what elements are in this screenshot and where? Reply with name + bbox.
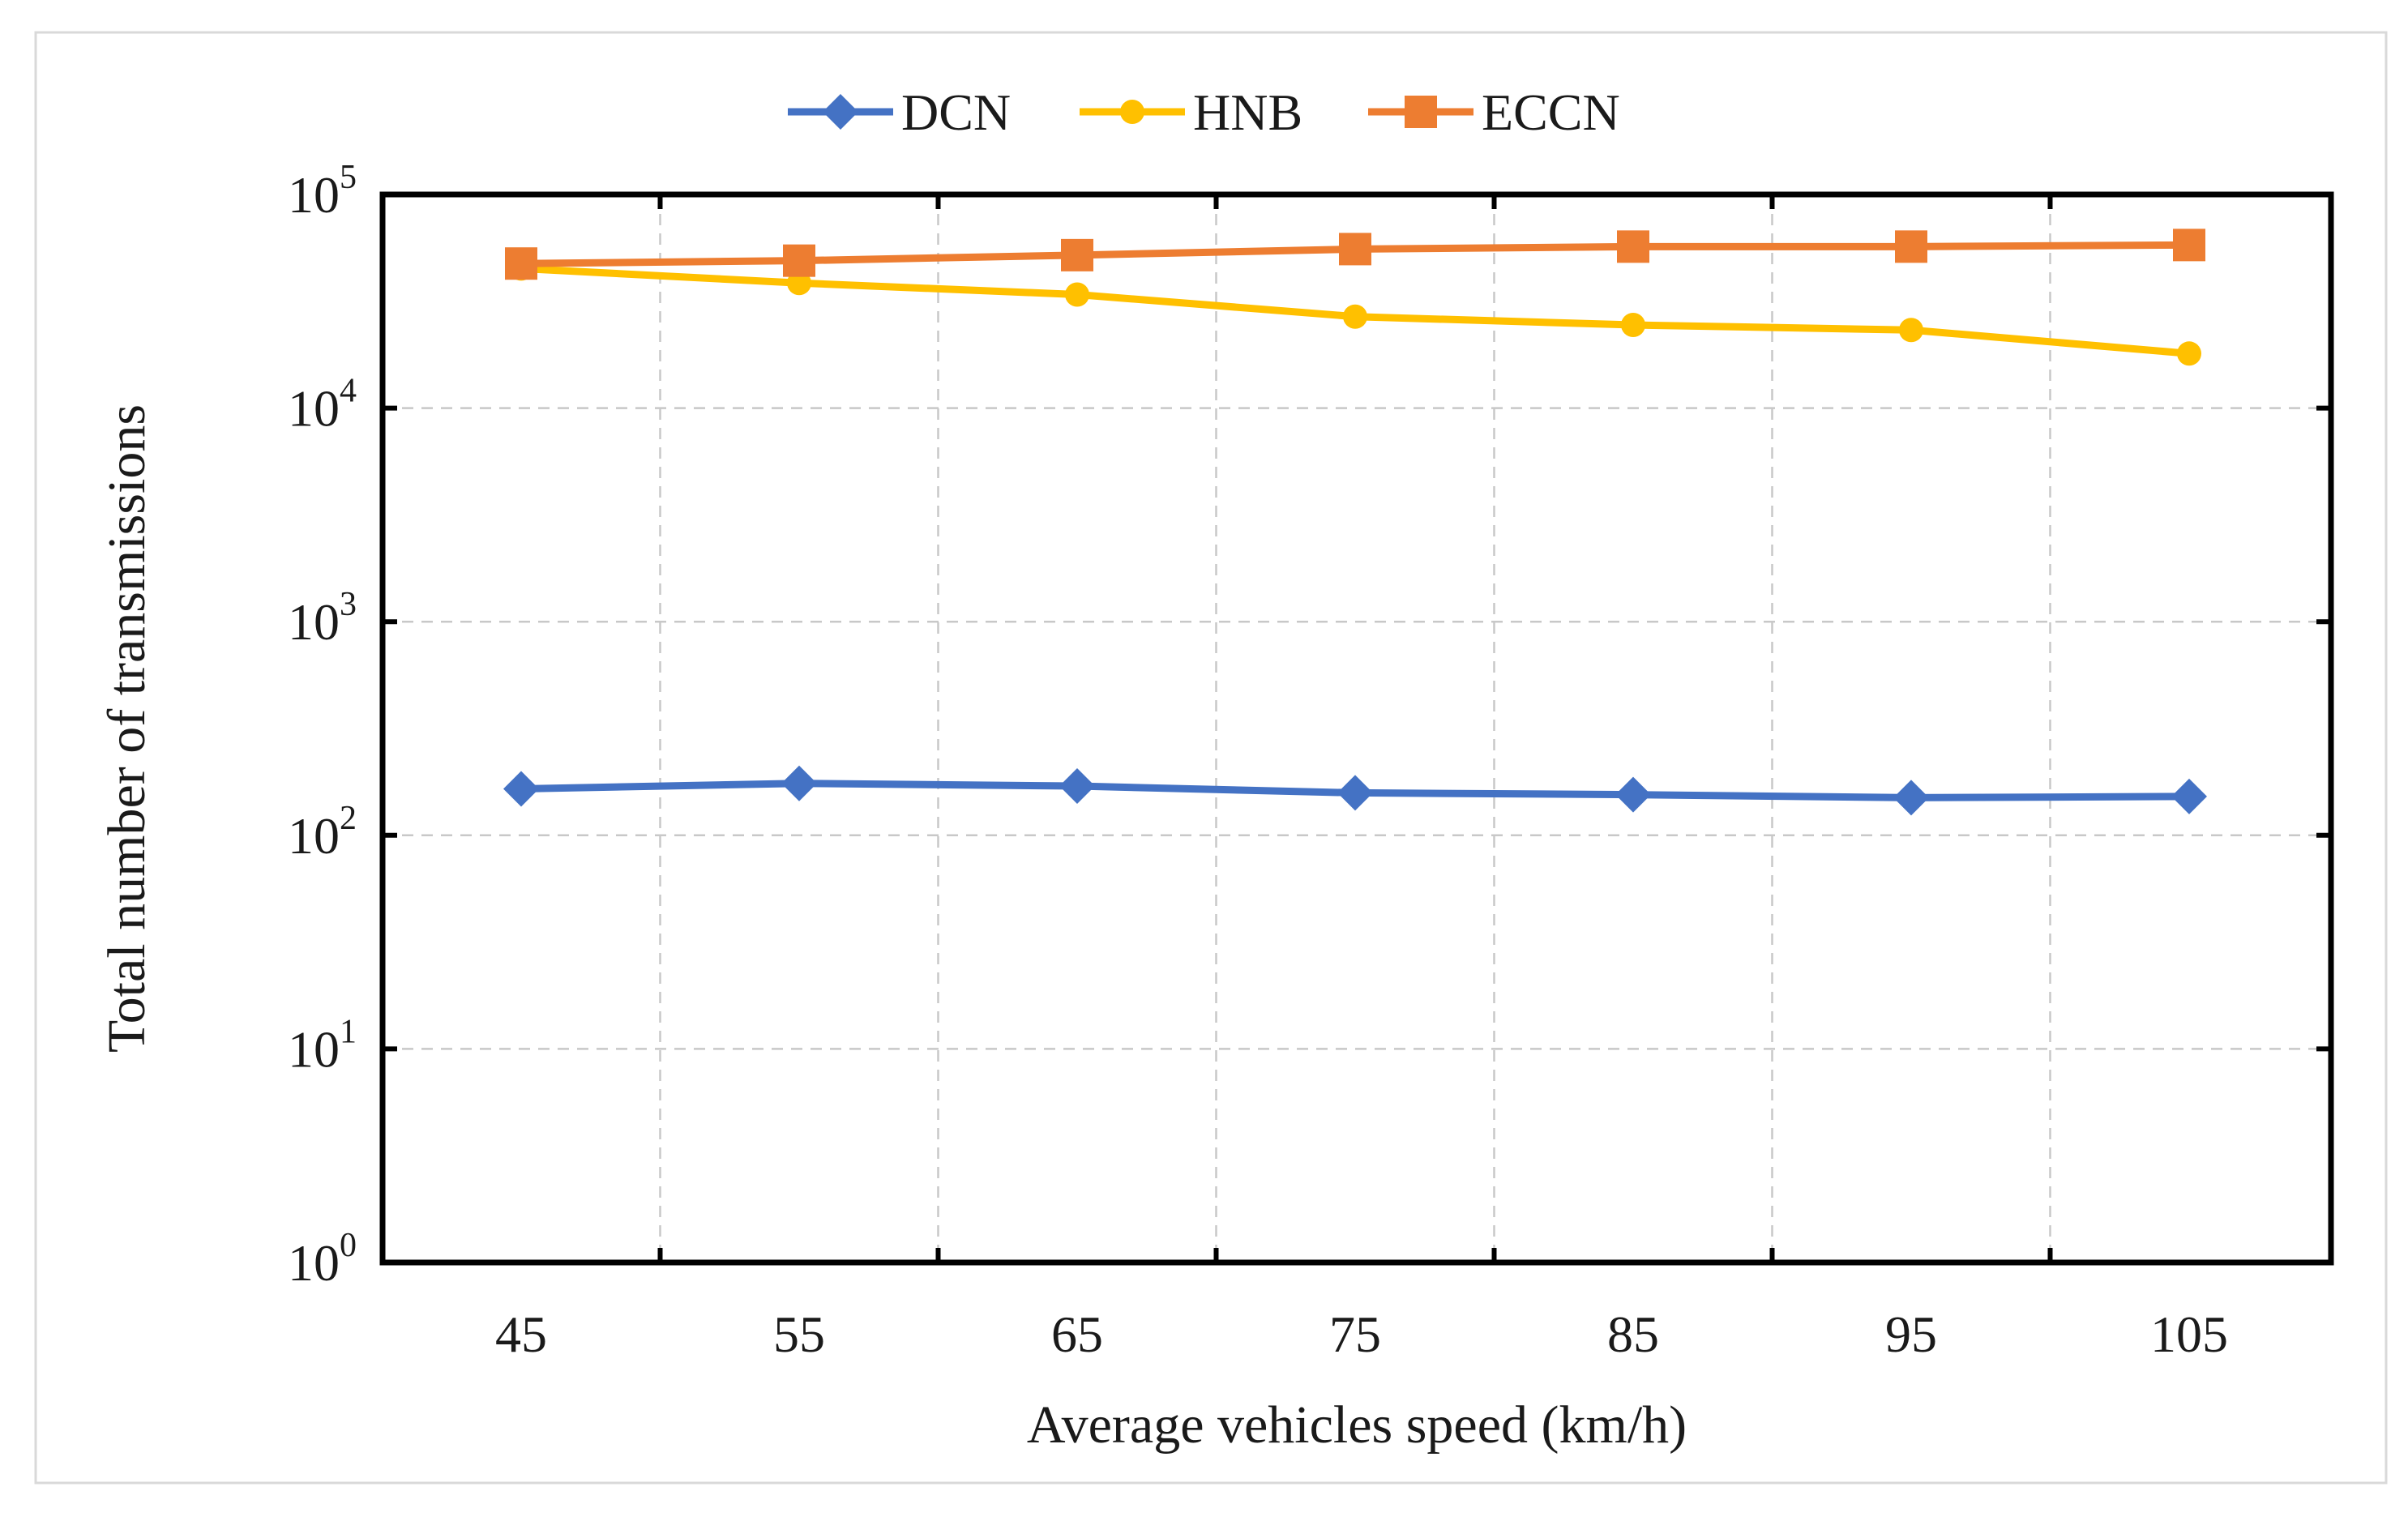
data-point-eccn bbox=[505, 247, 537, 280]
data-point-dcn bbox=[2171, 778, 2207, 814]
legend-label-eccn: ECCN bbox=[1482, 83, 1620, 141]
data-point-eccn bbox=[1061, 238, 1093, 271]
y-tick-label-base: 10 bbox=[288, 1020, 340, 1078]
data-point-hnb bbox=[1065, 282, 1089, 307]
figure-frame bbox=[34, 31, 2388, 1485]
data-point-hnb bbox=[787, 271, 811, 296]
y-tick-label-exponent: 3 bbox=[340, 586, 357, 623]
data-point-dcn bbox=[1059, 768, 1095, 805]
x-tick-labels: 45 55 65 75 85 95 105 bbox=[495, 1305, 2228, 1363]
data-point-eccn bbox=[1617, 230, 1649, 263]
legend-marker-dcn bbox=[823, 94, 858, 130]
data-point-eccn bbox=[783, 244, 815, 277]
plot-area-border bbox=[379, 191, 2334, 1266]
data-point-eccn bbox=[1339, 233, 1371, 266]
y-tick-label-exponent: 4 bbox=[340, 373, 357, 410]
data-point-hnb bbox=[1621, 313, 1645, 338]
x-axis-title: Average vehicles speed (km/h) bbox=[1027, 1395, 1687, 1455]
legend: DCN HNB ECCN bbox=[788, 83, 1620, 141]
axis-ticks bbox=[383, 192, 2331, 1265]
legend-marker-hnb bbox=[1120, 100, 1144, 124]
legend-label-hnb: HNB bbox=[1193, 83, 1302, 141]
y-tick-label-exponent: 0 bbox=[340, 1227, 357, 1264]
x-tick-label: 45 bbox=[495, 1305, 547, 1363]
x-tick-label: 55 bbox=[773, 1305, 825, 1363]
y-tick-label: 103 bbox=[288, 586, 357, 651]
x-tick-label: 75 bbox=[1329, 1305, 1381, 1363]
legend-label-dcn: DCN bbox=[901, 83, 1011, 141]
data-point-hnb bbox=[2177, 341, 2201, 366]
series-lines bbox=[503, 229, 2207, 816]
y-tick-label-base: 10 bbox=[288, 166, 340, 224]
data-point-hnb bbox=[1899, 318, 1923, 343]
data-point-dcn bbox=[1615, 776, 1651, 813]
legend-marker-eccn bbox=[1405, 96, 1437, 128]
y-tick-label-base: 10 bbox=[288, 593, 340, 651]
x-tick-label: 95 bbox=[1885, 1305, 1937, 1363]
data-point-dcn bbox=[1893, 780, 1929, 816]
y-axis-title: Total number of transmissions bbox=[97, 404, 156, 1053]
y-tick-label-base: 10 bbox=[288, 380, 340, 438]
y-tick-label-exponent: 1 bbox=[340, 1013, 357, 1050]
y-tick-label-exponent: 2 bbox=[340, 800, 357, 837]
y-tick-label: 102 bbox=[288, 800, 357, 865]
y-tick-label-exponent: 5 bbox=[340, 159, 357, 196]
y-tick-label-base: 10 bbox=[288, 807, 340, 865]
y-tick-label: 105 bbox=[288, 159, 357, 224]
y-tick-label: 100 bbox=[288, 1227, 357, 1292]
data-point-eccn bbox=[2173, 229, 2205, 262]
grid-lines bbox=[383, 194, 2331, 1263]
y-tick-label: 104 bbox=[288, 373, 357, 438]
data-point-dcn bbox=[1337, 775, 1373, 811]
x-tick-label: 85 bbox=[1607, 1305, 1659, 1363]
data-point-eccn bbox=[1895, 230, 1927, 263]
y-tick-label: 101 bbox=[288, 1013, 357, 1078]
y-tick-label-base: 10 bbox=[288, 1234, 340, 1292]
data-point-dcn bbox=[781, 765, 817, 801]
data-point-dcn bbox=[503, 771, 539, 807]
x-tick-label: 105 bbox=[2150, 1305, 2228, 1363]
data-point-hnb bbox=[1343, 304, 1367, 329]
x-tick-label: 65 bbox=[1051, 1305, 1103, 1363]
